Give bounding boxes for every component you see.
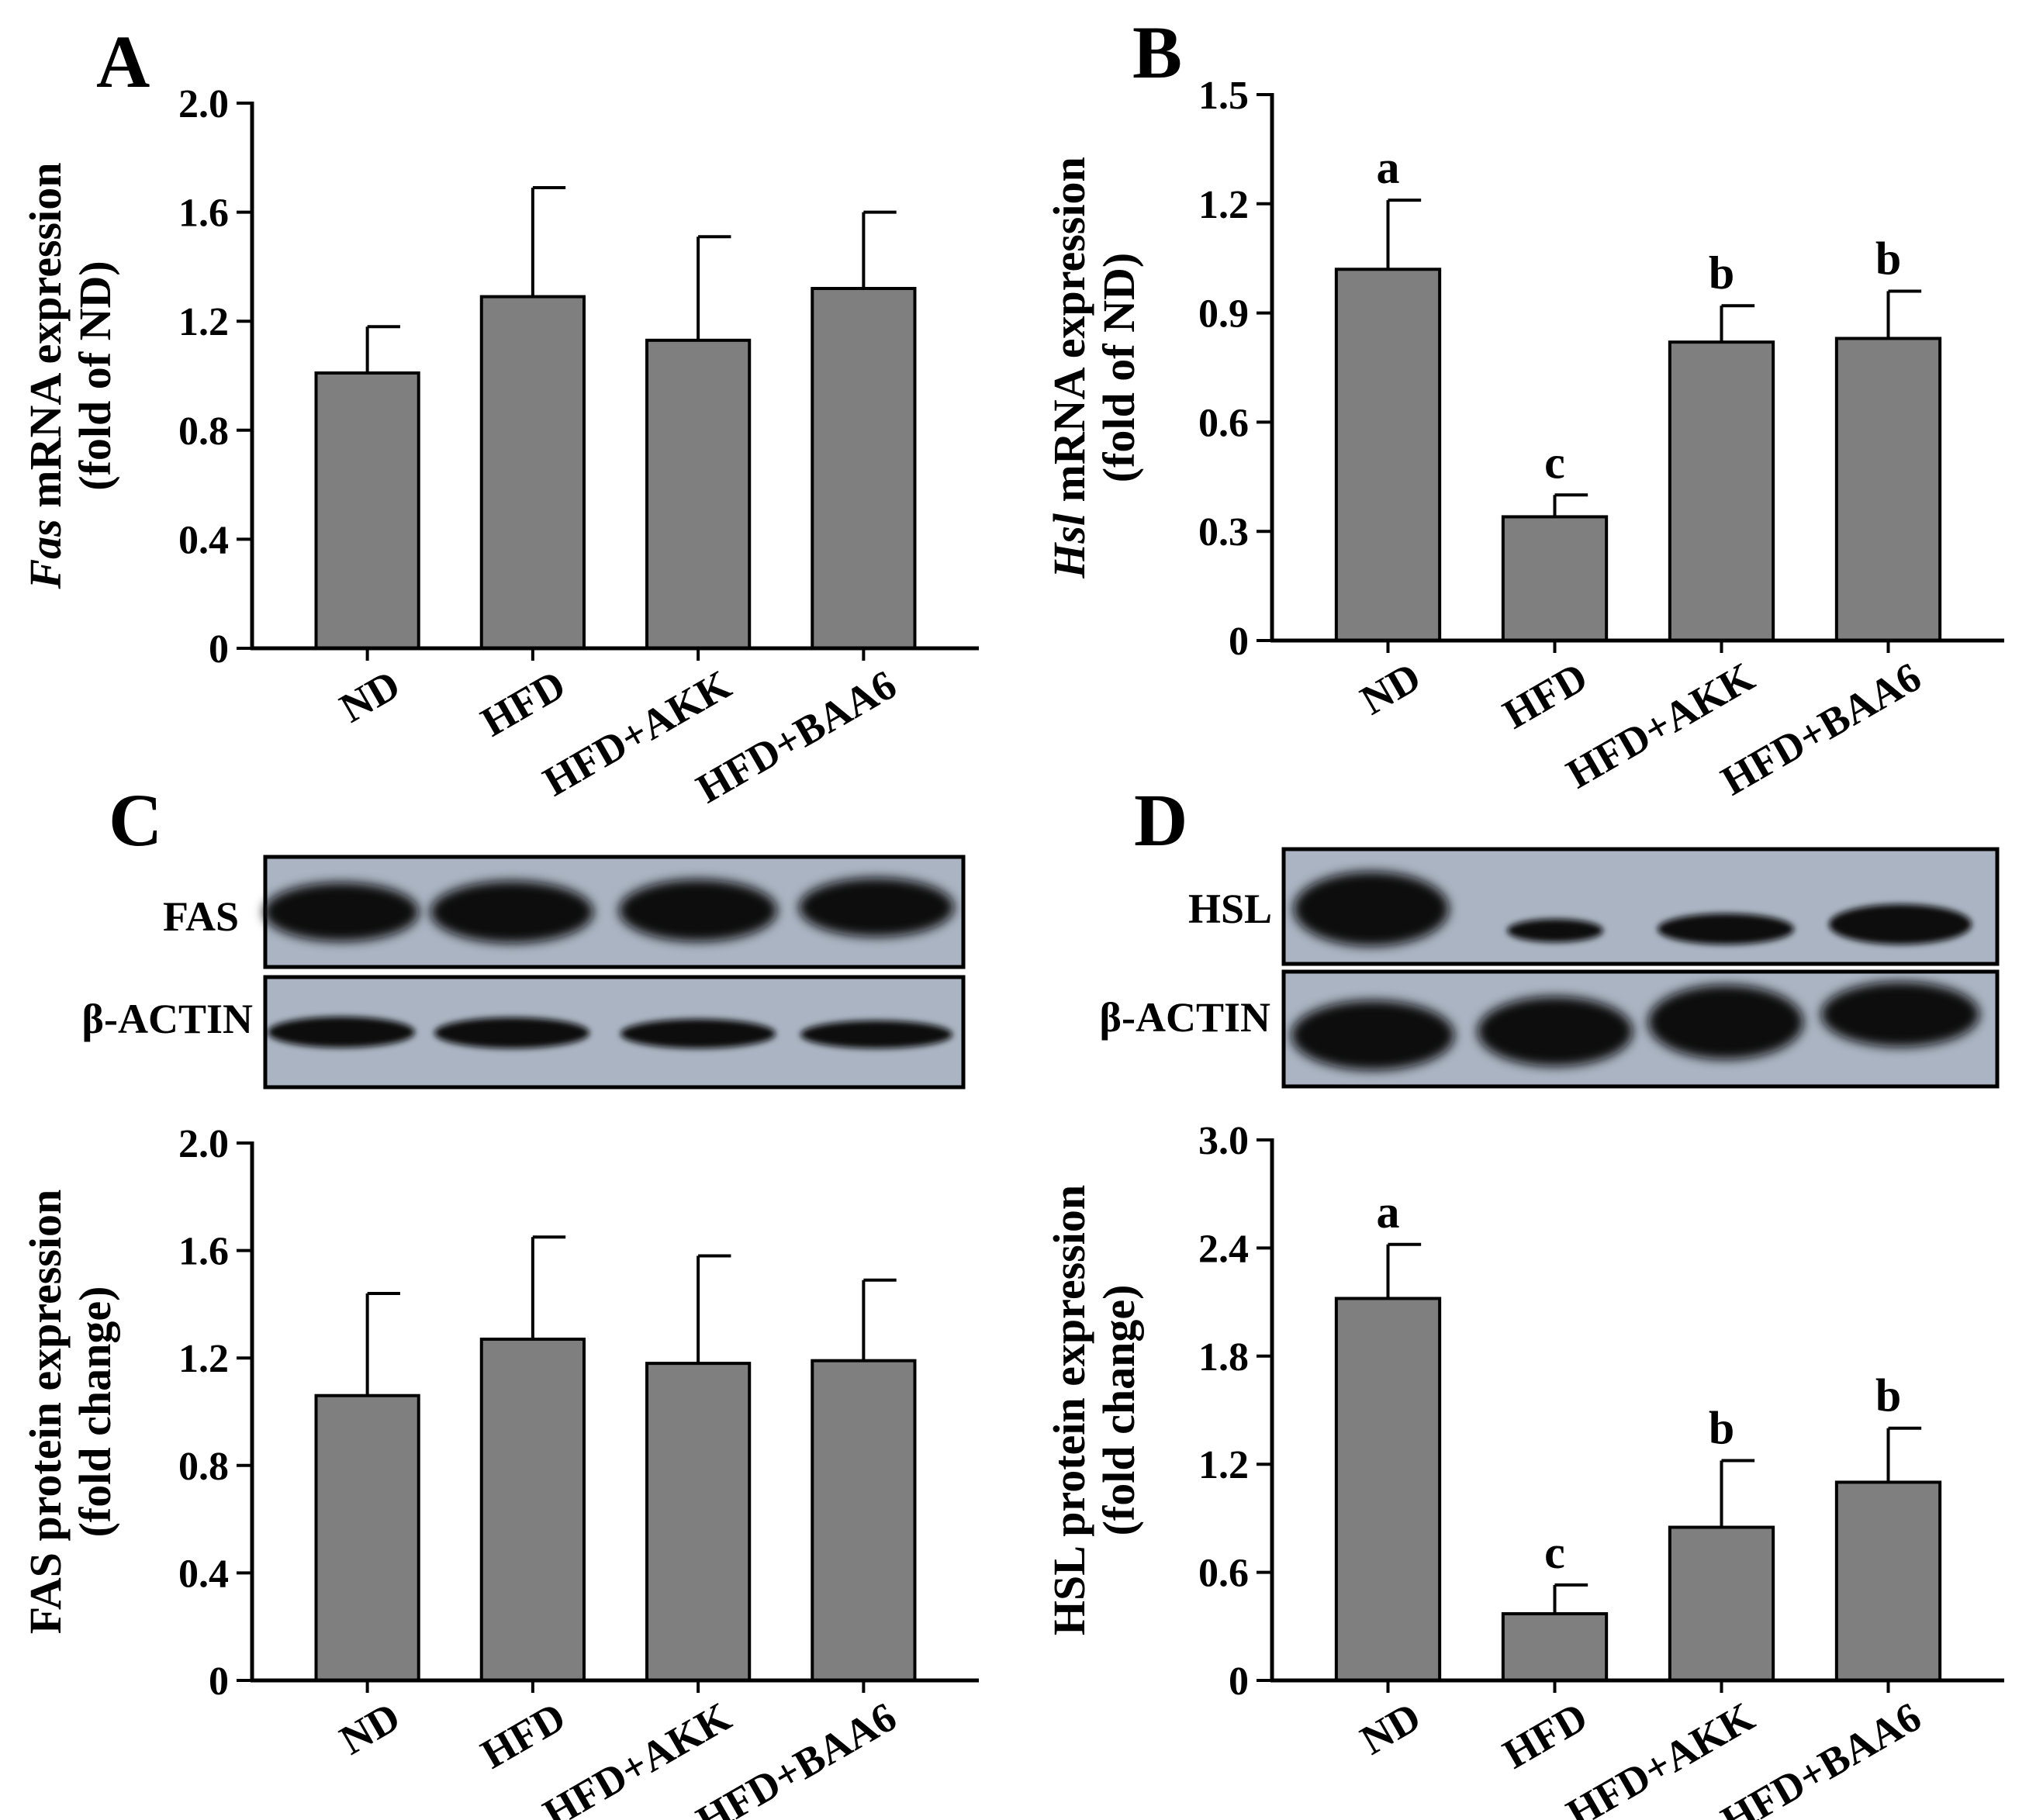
panel-d-y-tick-label-3: 1.8	[1198, 1335, 1249, 1380]
panel-d-y-tick-label-0: 0	[1229, 1659, 1249, 1704]
panel-b-bar-2	[1668, 340, 1775, 642]
panel-b-significance-label-3: b	[1875, 233, 1901, 284]
panel-a-y-axis-subtitle: (fold of ND)	[70, 261, 120, 490]
panel-b-bar-0	[1334, 268, 1442, 642]
panel-c-y-tick-label-5: 2.0	[178, 1122, 229, 1166]
blot-label-fas: FAS	[163, 893, 239, 940]
panel-letter-d: D	[1134, 779, 1187, 862]
blot-label-beta-actin-c: β-ACTIN	[82, 996, 253, 1042]
panel-c-bar-0	[314, 1393, 420, 1682]
chart-panel-d: aNDcHFDbHFD+AKKbHFD+BAA600.61.21.82.43.0…	[1044, 1119, 2004, 1820]
panel-letter-c: C	[109, 779, 162, 862]
blot-strip-fas	[263, 855, 966, 969]
panel-letter-b: B	[1132, 11, 1182, 94]
panel-a-y-axis-title-gene: Fas	[20, 519, 71, 589]
panel-b-category-label-0: ND	[1353, 653, 1429, 724]
panel-d-significance-label-2: b	[1709, 1403, 1734, 1454]
blot-label-hsl: HSL	[1188, 886, 1272, 932]
panel-d-significance-label-1: c	[1544, 1527, 1565, 1578]
panel-a-y-tick-label-3: 1.2	[178, 300, 229, 344]
chart-panel-b: aNDcHFDbHFD+AKKbHFD+BAA600.30.60.91.21.5…	[1044, 74, 2004, 804]
panel-d-category-label-1: HFD	[1495, 1693, 1595, 1777]
panel-c-y-tick-label-3: 1.2	[178, 1337, 229, 1381]
panel-b-category-label-1: HFD	[1495, 653, 1595, 737]
western-blot-c: FAS β-ACTIN	[82, 855, 966, 1090]
panel-d-y-tick-label-1: 0.6	[1198, 1552, 1249, 1596]
panel-b-y-tick-label-3: 0.9	[1198, 292, 1249, 337]
panel-c-bar-3	[811, 1359, 917, 1683]
panel-a-y-tick-label-0: 0	[209, 627, 229, 672]
panel-a-bar-2	[645, 338, 752, 650]
panel-d-y-axis-title-text: HSL protein expression	[1044, 1185, 1094, 1635]
panel-a-y-tick-label-1: 0.4	[178, 518, 229, 562]
panel-b-significance-label-1: c	[1544, 437, 1565, 488]
panel-a-bar-3	[811, 287, 917, 650]
panel-d-y-axis-subtitle: (fold change)	[1094, 1285, 1144, 1536]
panel-c-category-label-0: ND	[332, 1693, 408, 1763]
panel-c-y-tick-label-2: 0.8	[178, 1445, 229, 1489]
panel-b-bar-1	[1501, 515, 1609, 643]
chart-panel-c: ND HFDHFD+AKKHFD+BAA600.40.81.21.62.0FAS …	[20, 1122, 979, 1820]
chart-panel-a: ND HFDHFD+AKKHFD+BAA600.40.81.21.62.0Fas …	[20, 82, 979, 812]
panel-d-significance-label-3: b	[1875, 1370, 1901, 1421]
panel-a-bar-1	[479, 295, 586, 650]
panel-c-y-axis-title-text: FAS protein expression	[20, 1190, 71, 1635]
panel-d-bar-1	[1501, 1612, 1609, 1682]
panel-letter-a: A	[96, 20, 150, 103]
panel-b-y-axis-title-text: mRNA expression	[1044, 157, 1094, 513]
panel-b-bar-3	[1834, 337, 1942, 642]
blot-label-beta-actin-d: β-ACTIN	[1100, 994, 1270, 1041]
panel-d-bar-0	[1334, 1297, 1442, 1683]
panel-a-bar-0	[314, 371, 420, 650]
panel-a-y-tick-label-4: 1.6	[178, 192, 229, 236]
panel-d-significance-label-0: a	[1377, 1186, 1400, 1238]
panel-c-bar-1	[479, 1337, 586, 1682]
panel-b-y-tick-label-1: 0.3	[1198, 510, 1249, 554]
blot-strip-beta-actin-d	[1281, 969, 2000, 1089]
panel-b-y-tick-label-5: 1.5	[1198, 74, 1249, 118]
panel-b-significance-label-2: b	[1709, 247, 1734, 299]
panel-d-y-axis-title: HSL protein expression	[1044, 1185, 1094, 1635]
panel-c-bar-2	[645, 1362, 752, 1682]
western-blot-d: HSL β-ACTIN	[1100, 847, 2000, 1089]
panel-b-significance-label-0: a	[1377, 142, 1400, 193]
panel-a-category-label-1: HFD	[473, 661, 573, 745]
panel-c-y-tick-label-0: 0	[209, 1659, 229, 1704]
panel-d-y-tick-label-2: 1.2	[1198, 1443, 1249, 1487]
panel-d-y-tick-label-5: 3.0	[1198, 1119, 1249, 1163]
panel-c-y-axis-subtitle: (fold change)	[70, 1286, 120, 1538]
panel-b-y-axis-title: Hsl mRNA expression	[1044, 157, 1094, 579]
panel-a-y-axis-title-text: mRNA expression	[20, 163, 71, 520]
panel-a-y-axis-title: Fas mRNA expression	[20, 163, 71, 590]
panel-b-y-axis-subtitle: (fold of ND)	[1094, 253, 1144, 482]
panel-a-category-label-0: ND	[332, 661, 408, 731]
blot-strip-beta-actin-c	[263, 975, 966, 1090]
panel-a-y-tick-label-5: 2.0	[178, 82, 229, 126]
panel-b-y-tick-label-2: 0.6	[1198, 401, 1249, 445]
panel-d-category-label-0: ND	[1353, 1693, 1429, 1763]
panel-a-y-tick-label-2: 0.8	[178, 409, 229, 454]
panel-b-y-tick-label-4: 1.2	[1198, 183, 1249, 227]
panel-c-y-axis-title: FAS protein expression	[20, 1190, 71, 1635]
panel-c-category-label-1: HFD	[473, 1693, 573, 1777]
panel-c-y-tick-label-1: 0.4	[178, 1552, 229, 1596]
panel-b-y-tick-label-0: 0	[1229, 620, 1249, 664]
blot-strip-hsl	[1281, 847, 2000, 966]
panel-d-y-tick-label-4: 2.4	[1198, 1227, 1249, 1271]
panel-c-y-tick-label-4: 1.6	[178, 1230, 229, 1274]
panel-d-bar-2	[1668, 1525, 1775, 1683]
panel-d-bar-3	[1834, 1480, 1942, 1683]
panel-b-y-axis-title-gene: Hsl	[1044, 513, 1094, 579]
